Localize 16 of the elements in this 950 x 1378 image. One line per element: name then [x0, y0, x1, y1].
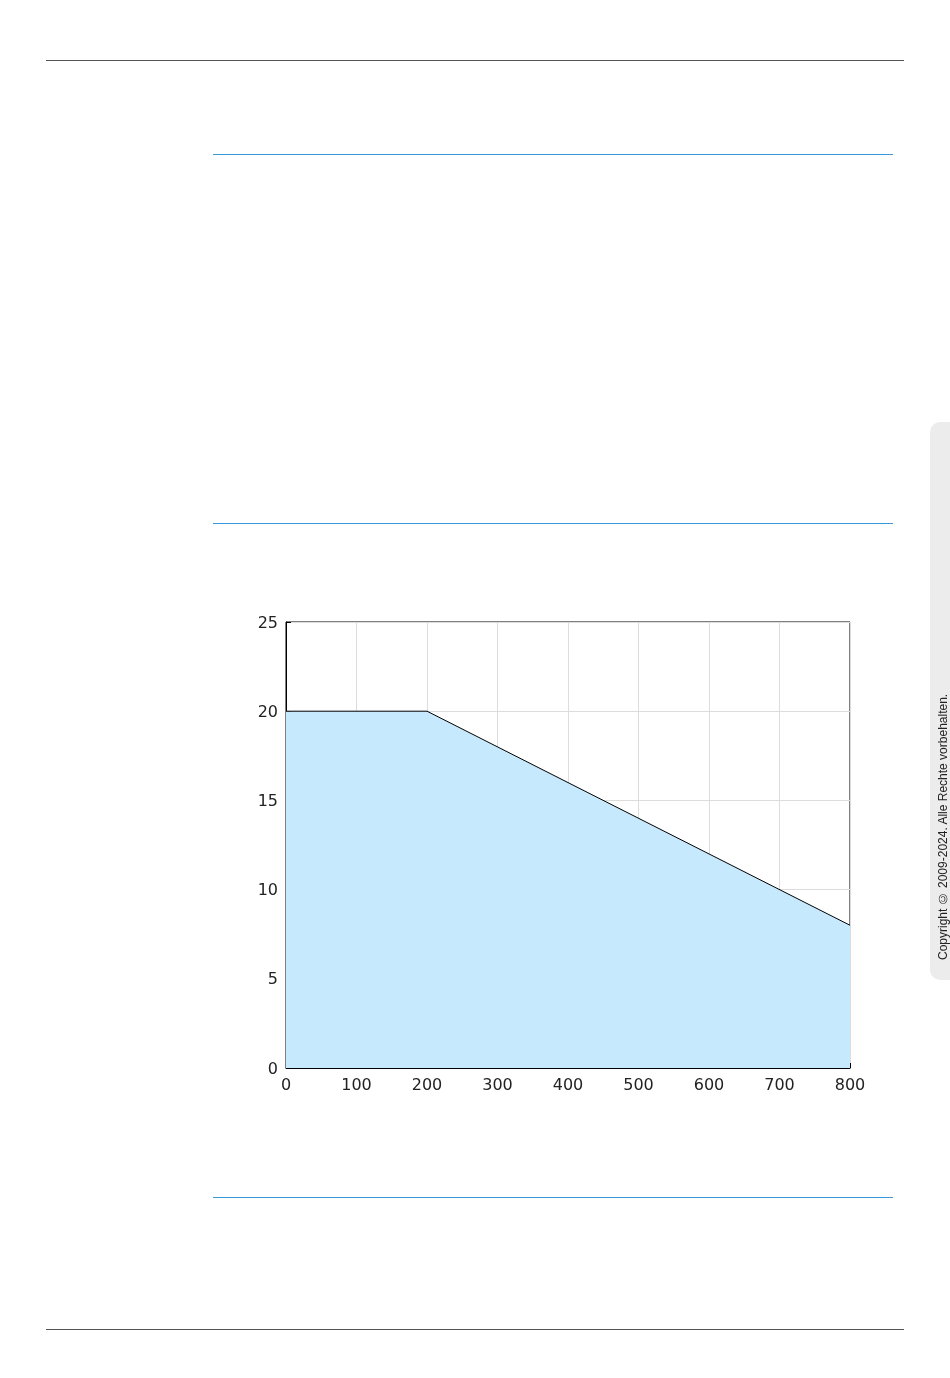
y-tick-label: 0 [267, 1058, 278, 1078]
x-tick-label: 700 [764, 1074, 795, 1094]
x-tick-label: 300 [482, 1074, 513, 1094]
text: Copyright © 2009-2024. Alle Rechte vorbehalten. [936, 692, 950, 960]
x-tick-label: 500 [623, 1074, 654, 1094]
x-tick-label: 400 [552, 1074, 584, 1094]
x-tick-label: 100 [341, 1074, 372, 1094]
x-tick-label: 200 [411, 1074, 443, 1094]
x-tick-label: 800 [834, 1074, 866, 1094]
y-tick-label: 10 [257, 880, 278, 900]
x-tick-label: 600 [693, 1074, 725, 1094]
y-tick-label: 20 [257, 701, 278, 721]
x-tick-label: 0 [280, 1074, 292, 1094]
y-tick-label: 5 [267, 969, 278, 989]
y-tick-label: 25 [257, 612, 278, 632]
y-tick-label: 15 [257, 790, 278, 810]
